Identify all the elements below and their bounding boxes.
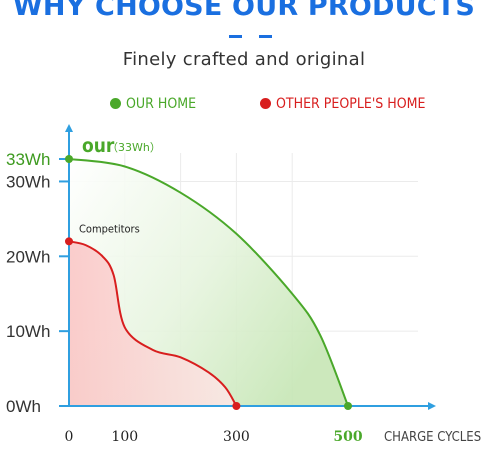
legend-item-our-home: OUR HOME xyxy=(110,96,196,112)
headline-dash-left xyxy=(229,35,242,38)
annotation-our: our xyxy=(82,135,115,157)
x-axis-label: CHARGE CYCLES xyxy=(384,430,481,445)
legend-dot-our-home-icon xyxy=(110,98,121,109)
data-point-our-home xyxy=(65,155,73,163)
x-tick-label: 500 xyxy=(333,429,362,445)
headline-dash-right xyxy=(259,35,272,38)
data-point-other-home xyxy=(232,402,241,410)
y-tick-label: 33Wh xyxy=(6,150,50,169)
data-point-our-home xyxy=(344,402,352,410)
annotation-our-capacity: （33Wh） xyxy=(107,141,161,154)
x-tick-label: 0 xyxy=(65,429,74,445)
legend-label-our-home: OUR HOME xyxy=(126,96,197,112)
legend-item-other-home: OTHER PEOPLE'S HOME xyxy=(260,96,425,112)
x-tick-label: 100 xyxy=(111,429,138,445)
annotation-competitors: Competitors xyxy=(79,222,140,235)
y-tick-label: 0Wh xyxy=(6,397,41,416)
y-tick-label: 30Wh xyxy=(6,172,50,191)
data-point-other-home xyxy=(65,237,73,246)
legend-label-other-home: OTHER PEOPLE'S HOME xyxy=(276,96,426,112)
series-line-other-home xyxy=(68,240,238,407)
y-tick-label: 10Wh xyxy=(6,322,50,341)
page-subtitle: Finely crafted and original xyxy=(122,49,366,70)
series-line-our-home xyxy=(68,158,349,407)
page-headline: WHY CHOOSE OUR PRODUCTS xyxy=(12,0,476,22)
y-tick-label: 20Wh xyxy=(6,247,50,266)
x-tick-label: 300 xyxy=(223,429,250,445)
legend-dot-other-home-icon xyxy=(260,98,271,109)
